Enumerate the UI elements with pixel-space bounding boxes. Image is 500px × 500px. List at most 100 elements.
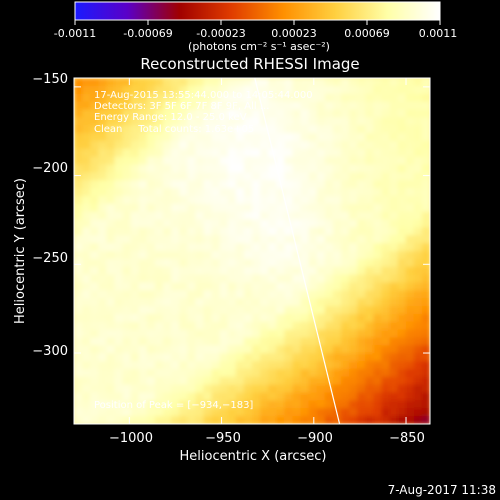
heatmap-cell xyxy=(187,368,196,378)
heatmap-cell xyxy=(179,251,188,260)
heatmap-cell xyxy=(341,274,350,284)
heatmap-cell xyxy=(284,188,294,197)
heatmap-cell xyxy=(308,93,318,103)
heatmap-cell xyxy=(381,258,391,268)
heatmap-cell xyxy=(74,219,83,229)
heatmap-cell xyxy=(203,345,213,354)
heatmap-cell xyxy=(381,313,391,323)
heatmap-cell xyxy=(114,258,124,268)
heatmap-cell xyxy=(324,109,334,118)
heatmap-cell xyxy=(195,93,205,103)
heatmap-cell xyxy=(130,361,140,370)
heatmap-cell xyxy=(130,313,140,323)
heatmap-cell xyxy=(268,368,277,378)
heatmap-cell xyxy=(243,266,253,276)
heatmap-cell xyxy=(373,353,383,362)
heatmap-cell xyxy=(397,392,407,402)
heatmap-cell xyxy=(219,266,229,276)
heatmap-cell xyxy=(292,274,302,284)
heatmap-cell xyxy=(106,266,116,276)
heatmap-cell xyxy=(324,78,334,87)
heatmap-cell xyxy=(260,266,269,276)
heatmap-cell xyxy=(284,125,294,134)
heatmap-cell xyxy=(171,392,180,402)
heatmap-cell xyxy=(195,140,205,150)
heatmap-cell xyxy=(413,353,423,362)
heatmap-cell xyxy=(138,101,148,111)
heatmap-cell xyxy=(389,337,399,346)
heatmap-cell xyxy=(106,188,116,197)
heatmap-cell xyxy=(421,85,430,95)
heatmap-cell xyxy=(268,290,277,299)
heatmap-cell xyxy=(163,235,172,244)
heatmap-cell xyxy=(413,392,423,402)
heatmap-cell xyxy=(276,148,285,158)
heatmap-cell xyxy=(211,117,221,126)
heatmap-cell xyxy=(138,180,148,189)
heatmap-cell xyxy=(260,416,269,424)
heatmap-cell xyxy=(341,180,350,189)
heatmap-cell xyxy=(405,172,415,181)
heatmap-cell xyxy=(163,274,172,284)
heatmap-cell xyxy=(381,282,391,291)
heatmap-cell xyxy=(138,78,148,87)
heatmap-cell xyxy=(114,211,124,221)
heatmap-cell xyxy=(341,85,350,95)
heatmap-cell xyxy=(130,117,140,126)
heatmap-cell xyxy=(421,140,430,150)
heatmap-cell xyxy=(154,195,164,205)
heatmap-cell xyxy=(98,400,107,409)
heatmap-cell xyxy=(74,156,83,166)
heatmap-cell xyxy=(308,78,318,87)
heatmap-cell xyxy=(74,313,83,323)
heatmap-cell xyxy=(74,101,83,111)
heatmap-cell xyxy=(235,140,245,150)
heatmap-cell xyxy=(357,195,366,205)
heatmap-cell xyxy=(74,78,83,87)
heatmap-cell xyxy=(179,140,188,150)
heatmap-cell xyxy=(187,290,196,299)
heatmap-cell xyxy=(146,361,156,370)
heatmap-cell xyxy=(324,211,334,221)
heatmap-cell xyxy=(171,140,180,150)
heatmap-cell xyxy=(284,337,294,346)
heatmap-cell xyxy=(154,408,164,417)
heatmap-cell xyxy=(260,188,269,197)
heatmap-cell xyxy=(203,251,213,260)
heatmap-cell xyxy=(187,180,196,189)
heatmap-cell xyxy=(98,384,107,394)
heatmap-cell xyxy=(365,298,374,307)
heatmap-cell xyxy=(365,140,374,150)
heatmap-cell xyxy=(154,156,164,166)
heatmap-cell xyxy=(171,211,180,221)
heatmap-cell xyxy=(195,125,205,134)
heatmap-cell xyxy=(324,329,334,339)
heatmap-cell xyxy=(146,408,156,417)
heatmap-cell xyxy=(114,400,124,409)
heatmap-cell xyxy=(82,195,91,205)
heatmap-cell xyxy=(308,203,318,213)
heatmap-cell xyxy=(154,321,164,331)
heatmap-cell xyxy=(349,188,358,197)
heatmap-cell xyxy=(98,298,107,307)
heatmap-cell xyxy=(163,290,172,299)
heatmap-cell xyxy=(90,258,99,268)
heatmap-cell xyxy=(154,219,164,229)
heatmap-cell xyxy=(397,274,407,284)
heatmap-cell xyxy=(405,313,415,323)
heatmap-cell xyxy=(357,306,366,315)
heatmap-cell xyxy=(332,345,342,354)
heatmap-cell xyxy=(260,148,269,158)
heatmap-cell xyxy=(300,172,310,181)
heatmap-cell xyxy=(114,313,124,323)
heatmap-cell xyxy=(389,392,399,402)
heatmap-cell xyxy=(203,400,213,409)
heatmap-cell xyxy=(154,140,164,150)
heatmap-cell xyxy=(308,400,318,409)
heatmap-cell xyxy=(179,235,188,244)
heatmap-cell xyxy=(405,282,415,291)
heatmap-cell xyxy=(284,298,294,307)
heatmap-cell xyxy=(284,368,294,378)
heatmap-cell xyxy=(381,353,391,362)
heatmap-cell xyxy=(114,172,124,181)
